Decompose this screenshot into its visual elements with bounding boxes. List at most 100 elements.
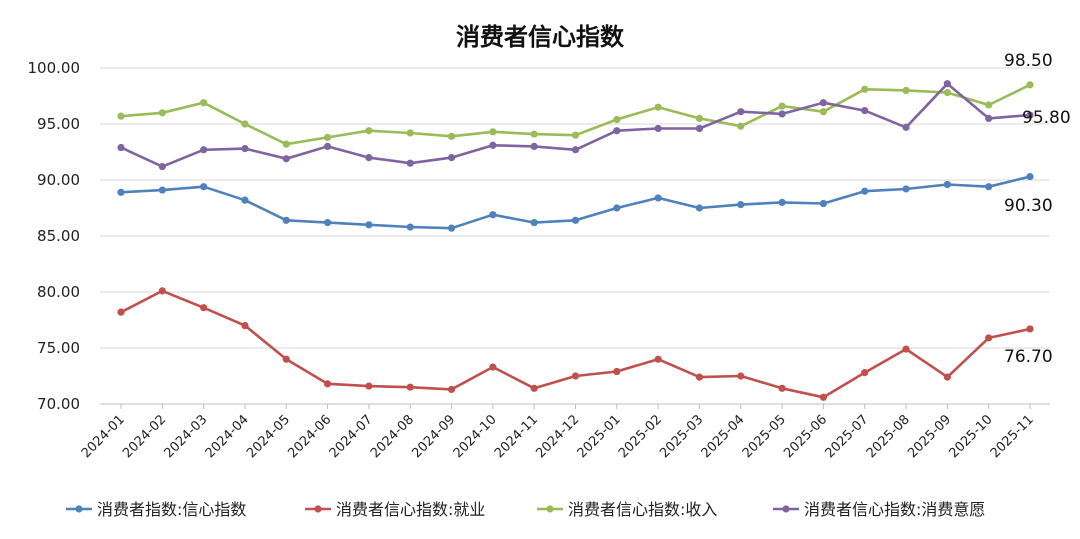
data-point: [654, 355, 662, 363]
data-point: [241, 120, 249, 128]
legend-item: 消费者指数:信心指数: [66, 500, 246, 519]
data-point: [778, 384, 786, 392]
x-tick-label: 2024-11: [492, 412, 541, 461]
data-point: [117, 188, 125, 196]
data-point: [200, 146, 208, 154]
data-point: [819, 108, 828, 116]
legend-item: 消费者信心指数:就业: [305, 500, 485, 519]
data-point: [654, 124, 662, 133]
legend-swatch-marker: [546, 505, 554, 513]
x-tick-label: 2025-04: [699, 412, 748, 461]
legend-swatch-marker: [75, 505, 83, 513]
data-point: [282, 155, 290, 163]
end-value-label: 76.70: [1004, 347, 1053, 367]
data-point: [861, 369, 869, 377]
data-point: [613, 204, 621, 212]
data-point: [447, 385, 456, 394]
data-point: [737, 122, 745, 130]
chart-title: 消费者信心指数: [456, 23, 625, 51]
x-tick-label: 2024-05: [244, 412, 293, 461]
series-line: [120, 82, 1031, 168]
data-point: [985, 334, 993, 342]
series-2: [117, 287, 1034, 401]
x-tick-label: 2025-10: [946, 412, 995, 461]
data-point: [695, 114, 704, 122]
series-group: [117, 80, 1034, 401]
data-point: [447, 224, 456, 232]
data-point: [117, 112, 125, 120]
data-point: [737, 372, 745, 380]
x-tick-label: 2024-07: [327, 412, 376, 461]
data-point: [861, 187, 869, 195]
series-3: [117, 81, 1034, 148]
data-point: [406, 223, 414, 231]
legend-swatch-marker: [782, 505, 790, 513]
data-point: [200, 304, 208, 312]
x-tick-label: 2025-03: [657, 412, 706, 461]
data-point: [406, 129, 414, 137]
y-tick-label: 75.00: [37, 339, 80, 357]
data-point: [406, 383, 414, 391]
data-point: [943, 80, 951, 88]
data-point: [737, 201, 745, 209]
x-tick-label: 2025-02: [616, 412, 665, 461]
x-tick-label: 2024-03: [161, 412, 210, 461]
data-point: [902, 185, 910, 193]
data-point: [117, 143, 125, 152]
data-point: [1026, 173, 1034, 181]
data-point: [158, 186, 166, 194]
x-tick-label: 2025-05: [740, 412, 789, 461]
data-point: [489, 211, 497, 219]
x-axis-ticks: 2024-012024-022024-032024-042024-052024-…: [79, 404, 1037, 461]
x-tick-label: 2024-10: [451, 412, 500, 461]
x-tick-label: 2025-06: [781, 412, 830, 461]
data-point: [530, 384, 538, 392]
data-point: [985, 101, 993, 109]
series-line: [120, 289, 1031, 399]
data-point: [241, 322, 249, 330]
legend: 消费者指数:信心指数 消费者信心指数:就业 消费者信心指数:收入 消费者信心指数:消费…: [66, 500, 985, 519]
x-tick-label: 2024-04: [203, 412, 252, 461]
x-tick-label: 2024-06: [285, 412, 334, 461]
data-point: [323, 142, 332, 150]
data-point: [489, 363, 497, 371]
data-point: [902, 345, 910, 353]
data-point: [489, 128, 497, 136]
data-point: [613, 127, 621, 135]
data-point: [571, 372, 580, 380]
grid-lines: [100, 67, 1050, 405]
x-tick-label: 2025-11: [988, 412, 1037, 461]
data-point: [778, 198, 786, 206]
legend-label: 消费者信心指数:收入: [568, 500, 717, 519]
data-point: [861, 85, 869, 93]
data-point: [241, 145, 249, 153]
data-point: [985, 114, 993, 122]
data-point: [158, 162, 166, 171]
end-value-label: 90.30: [1004, 196, 1053, 216]
x-tick-label: 2024-01: [79, 412, 128, 461]
data-point: [282, 216, 290, 224]
data-point: [571, 216, 580, 224]
data-point: [365, 127, 373, 135]
data-point: [943, 373, 951, 381]
data-point: [365, 221, 373, 229]
legend-label: 消费者信心指数:就业: [336, 500, 485, 519]
data-point: [943, 180, 951, 189]
y-tick-label: 100.00: [28, 59, 81, 77]
data-point: [778, 102, 786, 110]
data-point: [695, 204, 704, 212]
y-tick-label: 70.00: [37, 395, 80, 413]
data-point: [819, 99, 828, 107]
y-tick-label: 95.00: [37, 115, 80, 133]
end-value-label: 98.50: [1004, 51, 1053, 71]
y-tick-label: 80.00: [37, 283, 80, 301]
data-point: [778, 110, 786, 118]
data-point: [819, 393, 828, 401]
data-point: [1026, 81, 1034, 89]
data-point: [323, 380, 332, 388]
data-point: [489, 141, 497, 149]
y-tick-label: 85.00: [37, 227, 80, 245]
data-point: [158, 109, 166, 117]
data-point: [695, 124, 704, 133]
